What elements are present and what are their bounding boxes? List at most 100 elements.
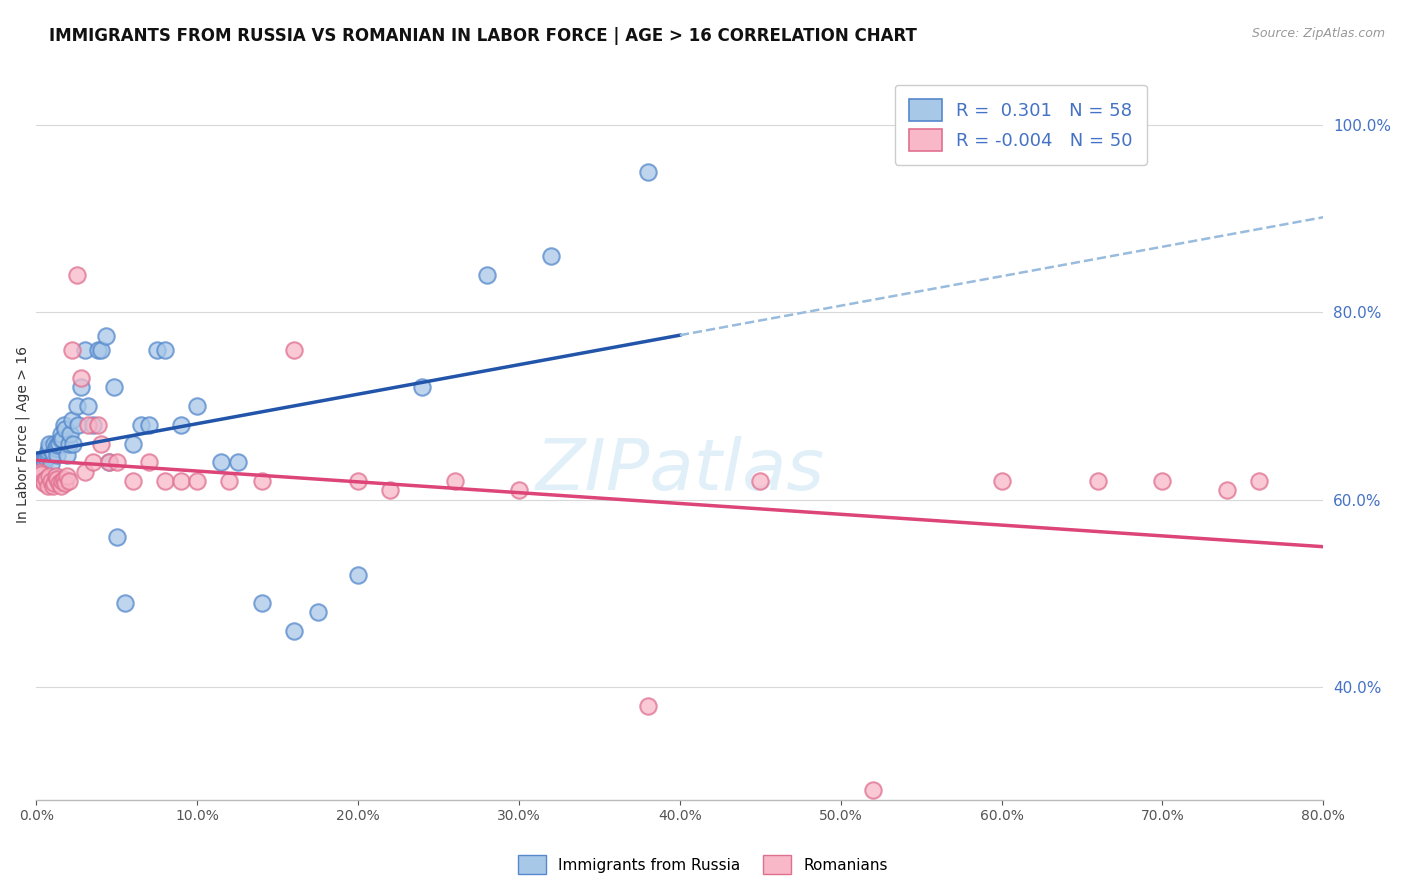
Point <box>1087 474 1109 488</box>
Point <box>52 472 75 486</box>
Point <box>749 474 772 488</box>
Point <box>38 441 60 455</box>
Point <box>28 465 51 479</box>
Text: ZIPatlas: ZIPatlas <box>536 436 824 505</box>
Legend: Immigrants from Russia, Romanians: Immigrants from Russia, Romanians <box>512 849 894 880</box>
Point <box>226 455 249 469</box>
Point <box>37 448 59 462</box>
Point <box>46 438 69 452</box>
Legend: R =  0.301   N = 58, R = -0.004   N = 50: R = 0.301 N = 58, R = -0.004 N = 50 <box>894 85 1147 165</box>
Point <box>58 436 80 450</box>
Point <box>186 399 208 413</box>
Point <box>51 432 73 446</box>
Point <box>103 380 125 394</box>
Point <box>170 417 193 432</box>
Point <box>283 624 305 638</box>
Point <box>250 596 273 610</box>
Point <box>30 467 52 481</box>
Point <box>41 474 63 488</box>
Point <box>105 530 128 544</box>
Point <box>153 343 176 357</box>
Point <box>82 417 104 432</box>
Point <box>49 479 72 493</box>
Point <box>49 432 72 446</box>
Point <box>28 455 51 469</box>
Point <box>170 474 193 488</box>
Point <box>60 413 83 427</box>
Point <box>146 343 169 357</box>
Point <box>31 474 53 488</box>
Point <box>122 436 145 450</box>
Point <box>540 249 562 263</box>
Point <box>90 436 112 450</box>
Point <box>39 457 62 471</box>
Point <box>46 448 69 462</box>
Point <box>77 399 100 413</box>
Point <box>37 444 59 458</box>
Point <box>86 417 108 432</box>
Point <box>250 474 273 488</box>
Point <box>41 479 63 493</box>
Point <box>58 474 80 488</box>
Y-axis label: In Labor Force | Age > 16: In Labor Force | Age > 16 <box>15 345 30 523</box>
Point <box>90 343 112 357</box>
Point <box>283 343 305 357</box>
Point <box>27 469 49 483</box>
Point <box>39 474 62 488</box>
Point <box>347 474 370 488</box>
Text: IMMIGRANTS FROM RUSSIA VS ROMANIAN IN LABOR FORCE | AGE > 16 CORRELATION CHART: IMMIGRANTS FROM RUSSIA VS ROMANIAN IN LA… <box>49 27 917 45</box>
Point <box>862 783 884 797</box>
Point <box>186 474 208 488</box>
Point <box>55 422 77 436</box>
Point <box>34 457 56 471</box>
Point <box>307 605 329 619</box>
Point <box>138 455 160 469</box>
Point <box>94 328 117 343</box>
Point <box>56 469 79 483</box>
Point <box>37 479 59 493</box>
Point <box>637 698 659 713</box>
Point <box>35 472 58 486</box>
Point <box>48 475 70 490</box>
Point <box>30 455 52 469</box>
Point <box>38 436 60 450</box>
Point <box>44 475 66 490</box>
Point <box>48 436 70 450</box>
Point <box>49 427 72 442</box>
Point <box>35 450 58 465</box>
Point <box>45 441 67 455</box>
Point <box>66 399 89 413</box>
Point <box>60 343 83 357</box>
Point <box>86 343 108 357</box>
Point <box>67 417 90 432</box>
Point <box>46 472 69 486</box>
Point <box>44 436 66 450</box>
Point <box>218 474 240 488</box>
Point <box>56 448 79 462</box>
Point <box>347 567 370 582</box>
Point <box>411 380 433 394</box>
Point <box>1152 474 1174 488</box>
Point <box>70 380 93 394</box>
Point <box>77 417 100 432</box>
Point <box>73 343 96 357</box>
Point <box>59 427 82 442</box>
Point <box>41 446 63 460</box>
Point <box>475 268 498 282</box>
Point <box>52 417 75 432</box>
Point <box>153 474 176 488</box>
Point <box>66 268 89 282</box>
Point <box>34 475 56 490</box>
Point <box>31 459 53 474</box>
Point <box>1216 483 1239 498</box>
Point <box>209 455 232 469</box>
Point <box>1247 474 1270 488</box>
Point <box>105 455 128 469</box>
Point <box>114 596 136 610</box>
Point <box>129 417 152 432</box>
Point <box>62 436 84 450</box>
Point <box>55 475 77 490</box>
Point <box>508 483 530 498</box>
Point <box>97 455 120 469</box>
Point <box>443 474 465 488</box>
